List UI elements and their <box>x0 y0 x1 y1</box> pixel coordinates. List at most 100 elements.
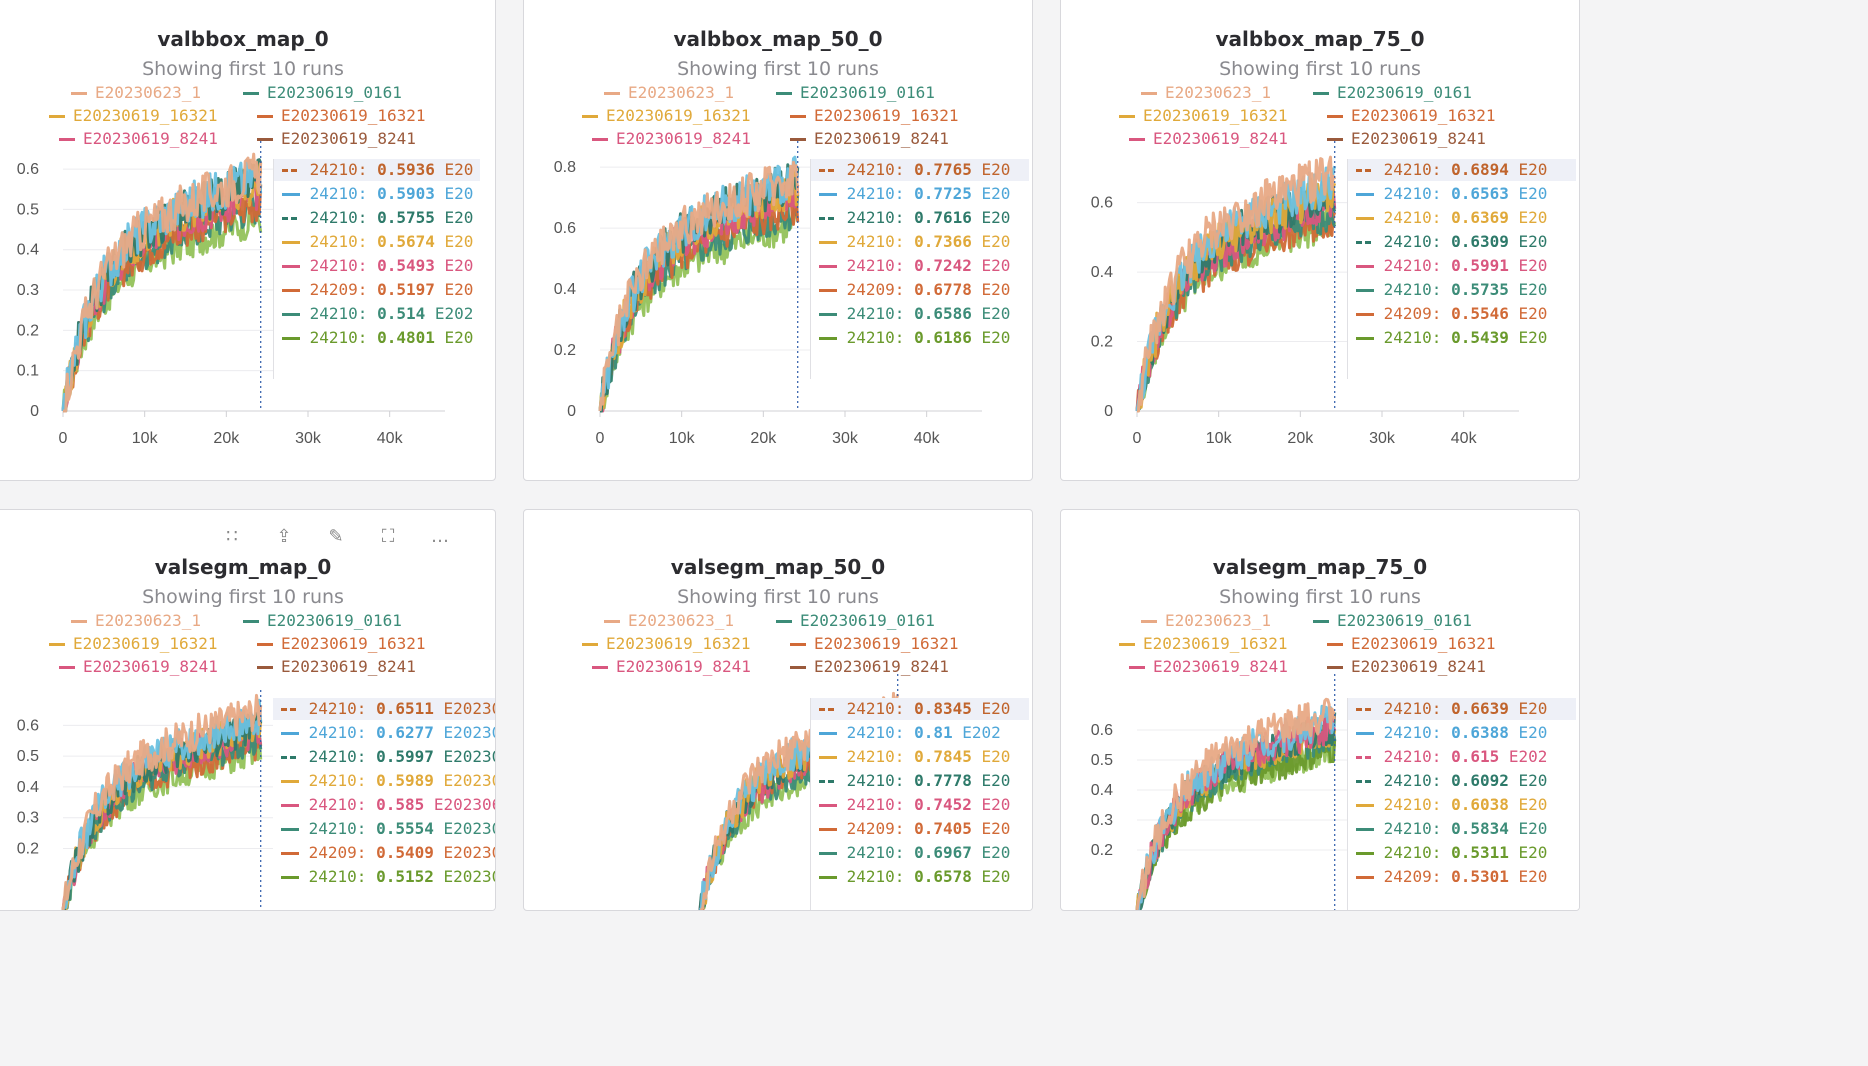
tooltip-run-name: E20230619_0322 <box>443 699 495 718</box>
legend-item[interactable]: E20230623_1 <box>71 611 201 630</box>
edit-icon[interactable]: ✎ <box>328 526 344 547</box>
tooltip-value: 0.6639 <box>1451 699 1509 718</box>
legend-item[interactable]: E20230619_8241 <box>592 657 751 676</box>
legend-swatch <box>1327 138 1343 141</box>
tooltip-series-marker <box>819 756 837 759</box>
y-tick-label: 0.5 <box>17 748 39 765</box>
tooltip-step: 24210: <box>846 328 905 347</box>
legend-label: E20230623_1 <box>95 611 201 630</box>
tooltip-value: 0.6038 <box>1451 795 1509 814</box>
tooltip-series-marker <box>1356 169 1374 172</box>
legend-item[interactable]: E20230619_0161 <box>776 611 935 630</box>
legend-item[interactable]: E20230619_8241 <box>790 657 949 676</box>
tooltip-run-name: E20 <box>1518 771 1548 790</box>
legend-item[interactable]: E20230619_8241 <box>592 129 751 148</box>
chart-title: valbbox_map_0 <box>157 27 329 51</box>
legend-label: E20230619_16321 <box>1143 106 1288 125</box>
legend-swatch <box>790 138 806 141</box>
tooltip-run-name: E20 <box>981 304 1011 323</box>
legend-item[interactable]: E20230619_8241 <box>790 129 949 148</box>
legend-label: E20230619_8241 <box>281 657 416 676</box>
legend-item[interactable]: E20230619_8241 <box>257 129 416 148</box>
legend-item[interactable]: E20230619_0161 <box>243 611 402 630</box>
legend-swatch <box>1141 620 1157 623</box>
tooltip-value: 0.7778 <box>914 771 972 790</box>
legend-item[interactable]: E20230619_8241 <box>1129 657 1288 676</box>
chart-title: valsegm_map_0 <box>154 555 332 579</box>
chart-panel-valbbox-map-50-0[interactable]: valbbox_map_50_0 Showing first 10 runs E20… <box>523 0 1033 481</box>
legend-item[interactable]: E20230619_16321 <box>257 106 426 125</box>
tooltip-series-marker <box>1356 337 1374 340</box>
tooltip-series-marker <box>1356 828 1374 831</box>
legend-item[interactable]: E20230619_16321 <box>790 106 959 125</box>
drag-handle-icon[interactable]: ∷ <box>226 526 238 547</box>
legend-item[interactable]: E20230623_1 <box>71 83 201 102</box>
legend-item[interactable]: E20230619_16321 <box>49 106 218 125</box>
legend-item[interactable]: E20230619_16321 <box>1119 634 1288 653</box>
legend-item[interactable]: E20230619_16321 <box>1327 634 1496 653</box>
legend-label: E20230619_8241 <box>616 657 751 676</box>
legend-item[interactable]: E20230623_1 <box>1141 611 1271 630</box>
tooltip-value: 0.7452 <box>914 795 972 814</box>
tooltip-row: 24210: 0.5997 E20230619_0324 <box>273 746 495 768</box>
legend-item[interactable]: E20230619_8241 <box>59 129 218 148</box>
tooltip-step: 24210: <box>846 723 905 742</box>
legend-item[interactable]: E20230623_1 <box>604 83 734 102</box>
legend-item[interactable]: E20230619_0161 <box>1313 611 1472 630</box>
tooltip-run-name: E20 <box>981 208 1011 227</box>
legend-item[interactable]: E20230619_0161 <box>1313 83 1472 102</box>
legend-swatch <box>257 115 273 118</box>
tooltip-series-marker <box>1356 708 1374 711</box>
chart-panel-valbbox-map-75-0[interactable]: valbbox_map_75_0 Showing first 10 runs E20… <box>1060 0 1580 481</box>
legend-item[interactable]: E20230623_1 <box>1141 83 1271 102</box>
tooltip-step: 24210: <box>846 843 905 862</box>
series-line <box>598 160 800 412</box>
legend-item[interactable]: E20230619_16321 <box>1119 106 1288 125</box>
tooltip-step: 24210: <box>309 208 368 227</box>
tooltip-step: 24210: <box>846 795 905 814</box>
tooltip-series-marker <box>1356 780 1374 783</box>
legend-label: E20230619_8241 <box>83 657 218 676</box>
legend-swatch <box>243 92 259 95</box>
tooltip-series-marker <box>282 289 300 292</box>
legend-item[interactable]: E20230619_8241 <box>257 657 416 676</box>
share-icon[interactable]: ⇪ <box>276 526 292 547</box>
fullscreen-icon[interactable]: ⛶ <box>381 526 395 547</box>
legend-item[interactable]: E20230619_16321 <box>790 634 959 653</box>
legend-item[interactable]: E20230619_16321 <box>49 634 218 653</box>
chart-title: valsegm_map_50_0 <box>670 555 886 579</box>
legend-item[interactable]: E20230619_0161 <box>776 83 935 102</box>
chart-panel-valsegm-map-75-0[interactable]: valsegm_map_75_0 Showing first 10 runs E20… <box>1060 509 1580 911</box>
legend-item[interactable]: E20230619_8241 <box>1129 129 1288 148</box>
legend-item[interactable]: E20230619_16321 <box>582 106 751 125</box>
tooltip-row: 24210: 0.5311 E20 <box>1348 842 1576 864</box>
hover-tooltip: 24210: 0.6511 E20230619_0322 24210: 0.62… <box>273 698 495 910</box>
line-chart: 0 0.1 0.2 0.3 0.4 0.5 0.6 0 10k 20k 30k 40k <box>17 141 445 447</box>
chart-title: valsegm_map_75_0 <box>1212 555 1428 579</box>
chart-panel-valsegm-map-0[interactable]: valsegm_map_0 Showing first 10 runs E20230… <box>0 509 496 911</box>
tooltip-run-name: E20 <box>1518 699 1548 718</box>
hover-tooltip: 24210: 0.6894 E20 24210: 0.6563 E20 2421… <box>1347 159 1579 379</box>
legend-item[interactable]: E20230619_0161 <box>243 83 402 102</box>
legend-item[interactable]: E20230619_8241 <box>1327 657 1486 676</box>
tooltip-series-marker <box>819 732 837 735</box>
tooltip-step: 24210: <box>846 184 905 203</box>
y-tick-label: 0.2 <box>17 840 39 857</box>
tooltip-run-name: E20 <box>444 160 474 179</box>
legend-item[interactable]: E20230619_16321 <box>582 634 751 653</box>
legend-item[interactable]: E20230619_8241 <box>1327 129 1486 148</box>
legend-item[interactable]: E20230619_16321 <box>1327 106 1496 125</box>
chart-panel-valbbox-map-0[interactable]: valbbox_map_0 Showing first 10 runs E20230… <box>0 0 496 481</box>
tooltip-step: 24210: <box>1383 819 1442 838</box>
tooltip-series-marker <box>819 337 837 340</box>
tooltip-value: 0.7845 <box>914 747 972 766</box>
legend-swatch <box>1327 643 1343 646</box>
x-tick-label: 20k <box>1287 430 1314 447</box>
legend-item[interactable]: E20230623_1 <box>604 611 734 630</box>
tooltip-run-name: E20 <box>1518 795 1548 814</box>
more-icon[interactable]: … <box>431 526 449 547</box>
legend-item[interactable]: E20230619_8241 <box>59 657 218 676</box>
chart-subtitle: Showing first 10 runs <box>677 58 879 80</box>
legend-item[interactable]: E20230619_16321 <box>257 634 426 653</box>
chart-panel-valsegm-map-50-0[interactable]: valsegm_map_50_0 Showing first 10 runs E20… <box>523 509 1033 911</box>
